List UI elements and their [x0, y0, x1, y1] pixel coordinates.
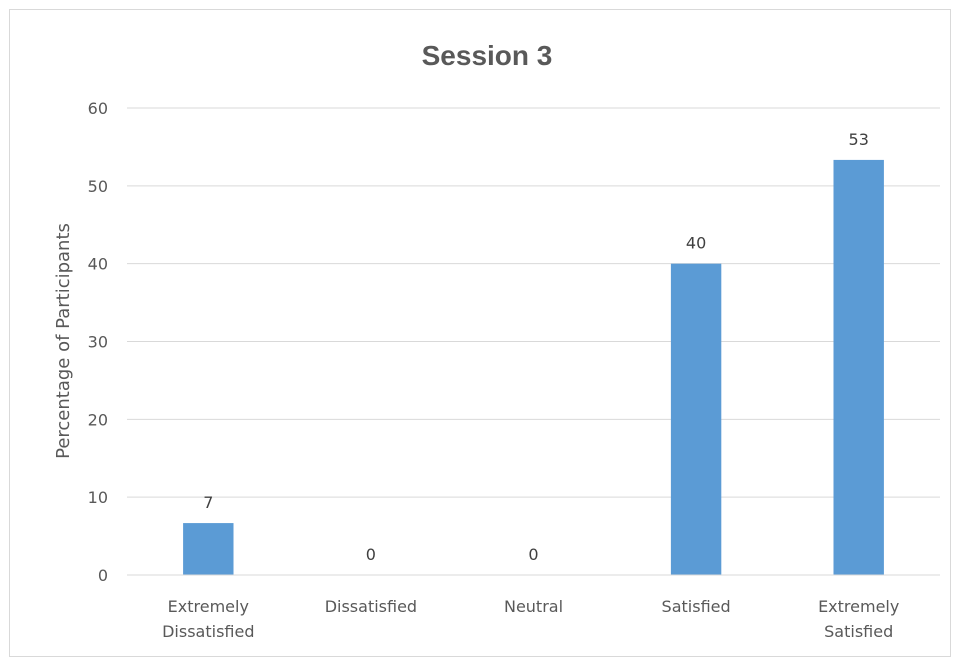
data-label-2: 0: [528, 545, 538, 564]
data-label-1: 0: [366, 545, 376, 564]
bar-4: [833, 159, 884, 575]
category-labels: Extremely Dissatisfied Dissatisfied Neutral…: [162, 597, 899, 641]
data-label-3: 40: [686, 234, 706, 253]
category-label-2: Neutral: [504, 597, 563, 616]
data-label-4: 53: [849, 130, 869, 149]
data-label-0: 7: [203, 493, 213, 512]
bar-3: [670, 263, 722, 575]
category-label-1: Dissatisfied: [325, 597, 417, 616]
y-axis-ticks: 0 10 20 30 40 50 60: [88, 99, 108, 585]
y-tick-label-20: 20: [88, 410, 108, 429]
y-tick-label-30: 30: [88, 333, 108, 352]
y-tick-label-40: 40: [88, 255, 108, 274]
y-tick-label-0: 0: [98, 566, 108, 585]
category-label-3: Satisfied: [662, 597, 731, 616]
chart-frame: [9, 9, 951, 657]
y-tick-label-10: 10: [88, 488, 108, 507]
data-labels: 7 0 0 40 53: [203, 130, 869, 564]
y-axis-label: Percentage of Participants: [53, 223, 74, 459]
y-tick-label-60: 60: [88, 99, 108, 118]
bar-0: [183, 523, 234, 575]
gridlines: [127, 107, 940, 576]
bars: [183, 159, 884, 575]
category-label-0: Extremely Dissatisfied: [162, 597, 254, 641]
y-tick-label-50: 50: [88, 177, 108, 196]
chart-title: Session 3: [422, 40, 553, 71]
category-label-4: Extremely Satisfied: [818, 597, 899, 641]
